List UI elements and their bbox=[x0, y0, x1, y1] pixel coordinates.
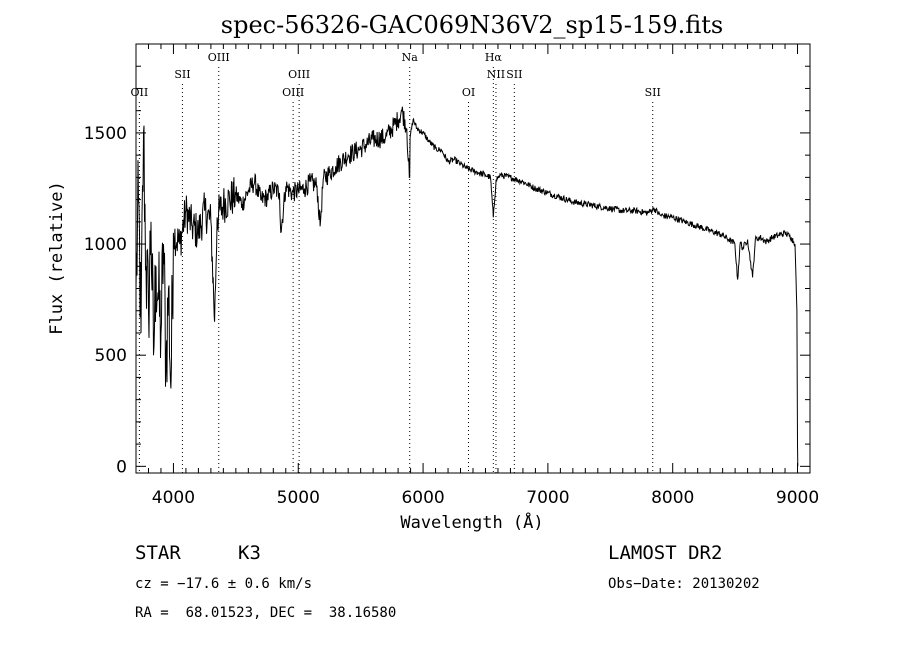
object-type: STAR bbox=[135, 542, 181, 564]
x-axis-label: Wavelength (Å) bbox=[400, 511, 543, 533]
line-label-10: SII bbox=[645, 86, 661, 99]
survey-name: LAMOST DR2 bbox=[608, 542, 723, 564]
x-tick-label-7000: 7000 bbox=[526, 488, 569, 508]
redshift-velocity: cz = −17.6 ± 0.6 km/s bbox=[135, 576, 313, 592]
line-label-8: NII bbox=[487, 68, 505, 81]
x-tick-label-6000: 6000 bbox=[401, 488, 444, 508]
x-tick-label-9000: 9000 bbox=[776, 488, 819, 508]
x-tick-label-5000: 5000 bbox=[277, 488, 320, 508]
line-label-5: Na bbox=[402, 51, 419, 64]
spectrum-series-line bbox=[135, 106, 799, 467]
plot-frame bbox=[135, 43, 811, 474]
line-label-3: OIII bbox=[282, 86, 304, 99]
spectral-class: K3 bbox=[238, 542, 261, 564]
y-tick-label-1000: 1000 bbox=[84, 235, 127, 255]
line-label-9: SII bbox=[506, 68, 522, 81]
observation-date: Obs−Date: 20130202 bbox=[608, 576, 760, 592]
ra-dec-coordinates: RA = 68.01523, DEC = 38.16580 bbox=[135, 605, 397, 621]
x-tick-label-8000: 8000 bbox=[651, 488, 694, 508]
y-tick-label-0: 0 bbox=[116, 457, 127, 477]
spectrum-chart: spec-56326-GAC069N36V2_sp15-159.fits OII… bbox=[47, 11, 819, 533]
y-tick-label-500: 500 bbox=[95, 346, 127, 366]
line-label-2: OIII bbox=[208, 51, 230, 64]
line-label-0: OII bbox=[131, 86, 149, 99]
y-tick-label-1500: 1500 bbox=[84, 124, 127, 144]
y-axis-label: Flux (relative) bbox=[47, 181, 67, 335]
line-label-6: OI bbox=[462, 86, 475, 99]
line-label-4: OIII bbox=[288, 68, 310, 81]
axes: 4000 5000 6000 7000 8000 9000 0 500 1000 1500 bbox=[84, 43, 819, 508]
x-tick-label-4000: 4000 bbox=[152, 488, 195, 508]
line-label-1: SII bbox=[174, 68, 190, 81]
chart-title: spec-56326-GAC069N36V2_sp15-159.fits bbox=[221, 11, 723, 39]
line-label-7: Hα bbox=[485, 51, 503, 64]
